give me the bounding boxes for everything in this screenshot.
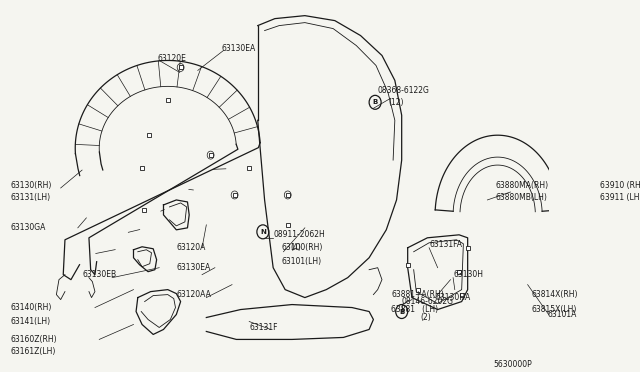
Text: 63161Z(LH): 63161Z(LH): [11, 347, 56, 356]
Text: 63131FA: 63131FA: [429, 240, 462, 249]
Text: 5630000P: 5630000P: [493, 360, 532, 369]
Text: 63160Z(RH): 63160Z(RH): [11, 335, 58, 344]
Text: 63141(LH): 63141(LH): [11, 317, 51, 326]
Text: B: B: [372, 99, 378, 105]
Text: 63131(LH): 63131(LH): [11, 193, 51, 202]
Text: 63101(LH): 63101(LH): [282, 257, 322, 266]
Text: 63101A: 63101A: [547, 310, 577, 319]
Text: (4): (4): [291, 243, 301, 252]
Text: 63910 (RH): 63910 (RH): [600, 180, 640, 189]
Text: 63120A: 63120A: [177, 243, 205, 252]
Text: 63880MA(RH): 63880MA(RH): [496, 180, 549, 189]
Text: 63140(RH): 63140(RH): [11, 303, 52, 312]
Text: 63130H: 63130H: [453, 270, 483, 279]
Text: 63100(RH): 63100(RH): [282, 243, 323, 252]
Text: (12): (12): [388, 98, 403, 107]
Text: B: B: [399, 308, 404, 315]
Text: 63881   (LH): 63881 (LH): [392, 305, 438, 314]
Text: 63815X(LH): 63815X(LH): [532, 305, 577, 314]
Text: 63120E: 63120E: [157, 54, 186, 63]
Text: 08146-6202G: 08146-6202G: [402, 297, 454, 306]
Text: 08911-2062H: 08911-2062H: [273, 230, 325, 239]
Text: 63814X(RH): 63814X(RH): [532, 290, 579, 299]
Text: 63131F: 63131F: [249, 323, 278, 332]
Text: 63130EB: 63130EB: [82, 270, 116, 279]
Text: 63130GA: 63130GA: [11, 223, 46, 232]
Text: 63130EA: 63130EA: [221, 44, 256, 53]
Text: 08368-6122G: 08368-6122G: [378, 86, 429, 95]
Text: 63120AA: 63120AA: [177, 290, 211, 299]
Text: 63130(RH): 63130(RH): [11, 180, 52, 189]
Text: 63881+A(RH): 63881+A(RH): [392, 290, 444, 299]
Text: (2): (2): [420, 313, 431, 322]
Text: 63911 (LH): 63911 (LH): [600, 193, 640, 202]
Text: 63130EA: 63130EA: [177, 263, 211, 272]
Text: 63130HA: 63130HA: [436, 293, 471, 302]
Text: 63880MB(LH): 63880MB(LH): [496, 193, 548, 202]
Text: N: N: [260, 229, 266, 235]
